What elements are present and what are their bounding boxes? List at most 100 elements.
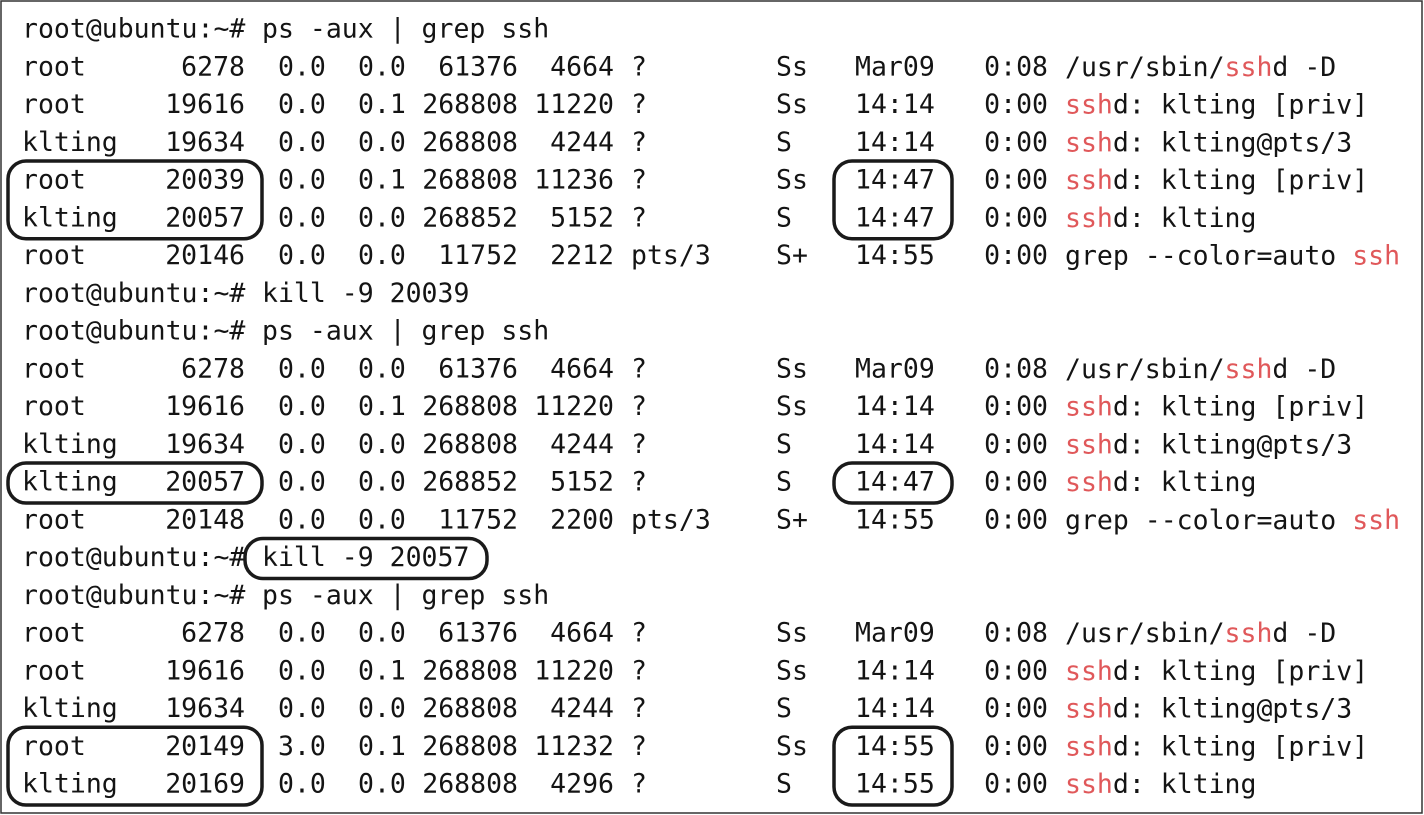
stat: S	[776, 693, 792, 724]
cpu: 0.0	[278, 51, 326, 82]
stat: Ss	[776, 51, 808, 82]
process-command: sshd: klting [priv]	[1065, 89, 1368, 120]
stat: Ss	[776, 165, 808, 196]
mem: 0.1	[358, 731, 406, 762]
stat: S	[776, 127, 792, 158]
process-command: sshd: klting [priv]	[1065, 165, 1368, 196]
vsz: 268808	[422, 769, 518, 800]
time: 0:00	[984, 89, 1048, 120]
match-highlight: ssh	[1352, 240, 1400, 271]
stat: Ss	[776, 655, 808, 686]
rss: 2212	[550, 240, 614, 271]
vsz: 61376	[438, 353, 518, 384]
start: 14:55	[855, 240, 935, 271]
cpu: 0.0	[278, 202, 326, 233]
start: Mar09	[855, 618, 935, 649]
user: root	[22, 618, 86, 649]
match-highlight: ssh	[1065, 89, 1113, 120]
user: root	[22, 731, 86, 762]
rss: 11220	[534, 89, 614, 120]
user: root	[22, 655, 86, 686]
pid: 19616	[165, 89, 245, 120]
command: ps -aux | grep ssh	[262, 14, 549, 45]
command-text: d: klting [priv]	[1113, 655, 1368, 686]
cpu: 0.0	[278, 429, 326, 460]
start: 14:47	[855, 202, 935, 233]
time: 0:00	[984, 429, 1048, 460]
cpu: 0.0	[278, 165, 326, 196]
time: 0:00	[984, 731, 1048, 762]
stat: Ss	[776, 731, 808, 762]
mem: 0.0	[358, 769, 406, 800]
command-text: d -D	[1272, 51, 1336, 82]
pid: 6278	[181, 353, 245, 384]
tty: pts/3	[631, 240, 711, 271]
process-command: sshd: klting	[1065, 769, 1256, 800]
time: 0:00	[984, 127, 1048, 158]
match-highlight: ssh	[1065, 769, 1113, 800]
start: 14:55	[855, 731, 935, 762]
pid: 20148	[165, 504, 245, 535]
vsz: 268808	[422, 89, 518, 120]
command-text: d -D	[1272, 353, 1336, 384]
cpu: 0.0	[278, 618, 326, 649]
command-text: /usr/sbin/	[1065, 353, 1225, 384]
vsz: 268808	[422, 693, 518, 724]
process-command: sshd: klting	[1065, 202, 1256, 233]
process-command: sshd: klting	[1065, 467, 1256, 498]
pid: 20039	[165, 165, 245, 196]
tty: ?	[631, 202, 647, 233]
pid: 19616	[165, 655, 245, 686]
cpu: 0.0	[278, 655, 326, 686]
start: 14:14	[855, 693, 935, 724]
command-text: d: klting [priv]	[1113, 391, 1368, 422]
rss: 4244	[550, 127, 614, 158]
tty: ?	[631, 127, 647, 158]
time: 0:00	[984, 769, 1048, 800]
command-text: d: klting [priv]	[1113, 89, 1368, 120]
rss: 11236	[534, 165, 614, 196]
stat: Ss	[776, 391, 808, 422]
vsz: 61376	[438, 618, 518, 649]
user: root	[22, 353, 86, 384]
command: ps -aux | grep ssh	[262, 580, 549, 611]
cpu: 3.0	[278, 731, 326, 762]
tty: ?	[631, 51, 647, 82]
mem: 0.0	[358, 51, 406, 82]
match-highlight: ssh	[1065, 693, 1113, 724]
user: klting	[22, 202, 118, 233]
command-text: d: klting@pts/3	[1113, 429, 1352, 460]
user: klting	[22, 429, 118, 460]
stat: S	[776, 202, 792, 233]
command-text: d: klting@pts/3	[1113, 127, 1352, 158]
pid: 19634	[165, 429, 245, 460]
start: 14:55	[855, 504, 935, 535]
match-highlight: ssh	[1065, 429, 1113, 460]
command: kill -9 20057	[262, 542, 469, 573]
start: 14:14	[855, 391, 935, 422]
stat: Ss	[776, 89, 808, 120]
cpu: 0.0	[278, 127, 326, 158]
command-text: d: klting	[1113, 202, 1257, 233]
match-highlight: ssh	[1065, 391, 1113, 422]
tty: ?	[631, 165, 647, 196]
rss: 4296	[550, 769, 614, 800]
process-command: /usr/sbin/sshd -D	[1065, 618, 1336, 649]
mem: 0.0	[358, 353, 406, 384]
user: root	[22, 89, 86, 120]
pid: 20057	[165, 467, 245, 498]
vsz: 268808	[422, 165, 518, 196]
cpu: 0.0	[278, 467, 326, 498]
highlight-box	[832, 725, 954, 807]
time: 0:00	[984, 202, 1048, 233]
command-text: /usr/sbin/	[1065, 618, 1225, 649]
user: klting	[22, 693, 118, 724]
vsz: 11752	[438, 504, 518, 535]
cpu: 0.0	[278, 769, 326, 800]
vsz: 268808	[422, 391, 518, 422]
prompt: root@ubuntu:~#	[22, 542, 245, 573]
vsz: 268852	[422, 202, 518, 233]
match-highlight: ssh	[1225, 353, 1273, 384]
rss: 11220	[534, 655, 614, 686]
